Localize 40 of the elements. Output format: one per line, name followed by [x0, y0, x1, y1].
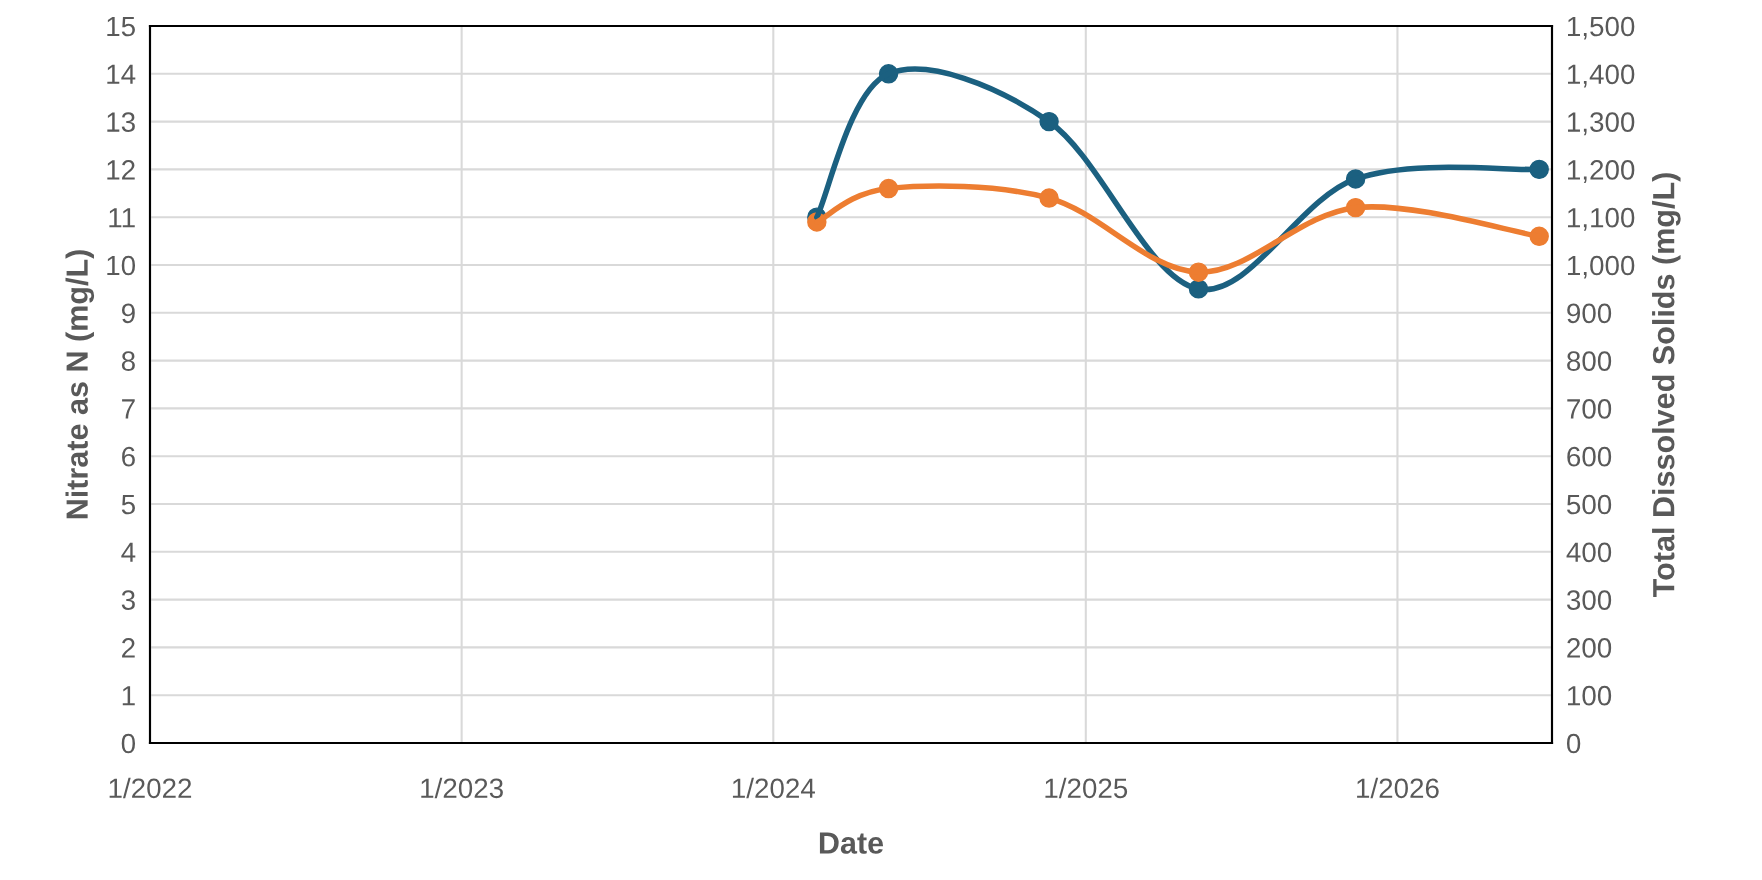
y-tick-label: 13 — [107, 112, 135, 132]
y2-tick-label: 800 — [1567, 351, 1612, 371]
y2-tick-label: 1,400 — [1568, 64, 1635, 88]
y2-tick-label: 400 — [1566, 542, 1612, 563]
y2-tick-label: 1,500 — [1568, 16, 1635, 40]
y2-tick-label: 1,000 — [1568, 255, 1635, 279]
y-axis-title: Nitrate as N (mg/L) — [65, 250, 95, 519]
y-tick-label: 14 — [107, 64, 136, 84]
x-axis-title: Date — [819, 832, 884, 854]
y2-tick-label: 1,200 — [1568, 160, 1635, 184]
y2-tick-label: 0 — [1566, 733, 1581, 754]
y-tick-label: 12 — [107, 160, 135, 180]
y2-tick-label: 700 — [1567, 399, 1612, 419]
y2-tick-label: 1,300 — [1568, 112, 1635, 136]
y-tick-label: 5 — [121, 494, 135, 515]
y-tick-label: 7 — [122, 399, 135, 419]
x-tick-label: 1/2025 — [1045, 777, 1128, 799]
y-tick-label: 2 — [122, 638, 135, 658]
y2-tick-label: 900 — [1567, 303, 1612, 324]
x-tick-label: 1/2023 — [421, 777, 503, 799]
y2-tick-label: 500 — [1567, 494, 1612, 515]
y-tick-label: 15 — [107, 16, 135, 37]
y2-tick-label: 200 — [1567, 638, 1612, 658]
y-tick-label: 0 — [121, 733, 136, 754]
y2-tick-label: 300 — [1566, 590, 1612, 610]
x-tick-label: 1/2022 — [109, 777, 192, 799]
y2-tick-label: 1,100 — [1568, 207, 1635, 231]
y2-tick-label: 600 — [1567, 446, 1612, 467]
y-tick-label: 1 — [122, 686, 135, 706]
x-tick-label: 1/2026 — [1357, 777, 1439, 799]
y-tick-label: 11 — [109, 208, 135, 228]
y2-tick-label: 100 — [1568, 685, 1612, 706]
y-tick-label: 10 — [107, 255, 136, 276]
y-tick-label: 8 — [121, 351, 135, 371]
y2-axis-title: Total Dissolved Solids (mg/L) — [1652, 173, 1681, 597]
y-tick-label: 9 — [121, 303, 135, 324]
y-tick-label: 4 — [121, 542, 136, 562]
y-tick-label: 3 — [121, 590, 135, 610]
x-tick-label: 1/2024 — [732, 777, 815, 799]
y-tick-label: 6 — [122, 446, 135, 467]
